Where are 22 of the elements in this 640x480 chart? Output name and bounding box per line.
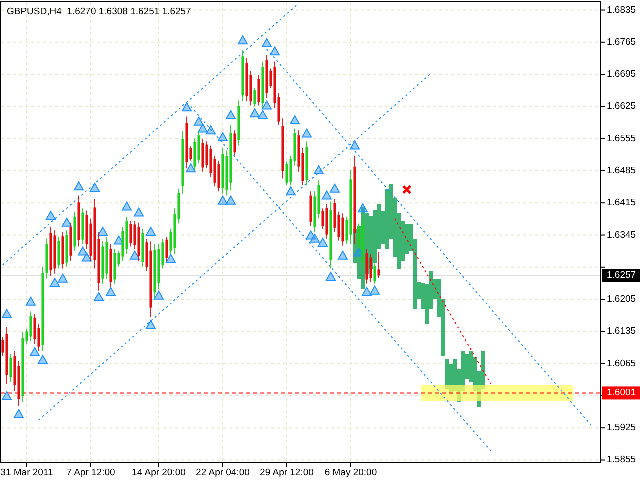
x-tick-label: 29 Apr 12:00 xyxy=(260,468,314,478)
y-tick-label: 1.5925 xyxy=(607,422,636,434)
y-tick-label: 1.6135 xyxy=(607,326,636,338)
x-tick-label: 7 Apr 12:00 xyxy=(66,468,116,478)
x-tick-label: 22 Apr 04:00 xyxy=(196,468,250,478)
x-tick-label: 14 Apr 20:00 xyxy=(132,468,186,478)
y-tick-label: 1.6205 xyxy=(607,294,636,306)
y-tick-label: 1.6765 xyxy=(607,36,636,48)
y-tick-label: 1.6625 xyxy=(607,101,636,112)
ref-line-label: 1.6257 xyxy=(607,270,636,282)
y-tick-label: 1.6835 xyxy=(607,4,636,16)
text: GBPUSD,H4 1.6270 1.6308 1.6251 1.6257 xyxy=(7,6,192,18)
x-tick-label: 6 May 20:00 xyxy=(324,468,378,478)
y-tick-label: 1.6415 xyxy=(607,198,636,209)
y-tick-label: 1.6345 xyxy=(607,230,636,241)
x-tick-label: 31 Mar 2011 xyxy=(0,468,54,478)
y-tick-label: 1.6555 xyxy=(607,133,636,144)
y-tick-label: 1.5855 xyxy=(607,454,636,466)
y-tick-label: 1.6065 xyxy=(607,358,636,370)
y-tick-label: 1.6485 xyxy=(607,165,636,176)
ref-line-label: 1.6001 xyxy=(607,388,636,399)
y-tick-label: 1.6695 xyxy=(607,69,636,80)
